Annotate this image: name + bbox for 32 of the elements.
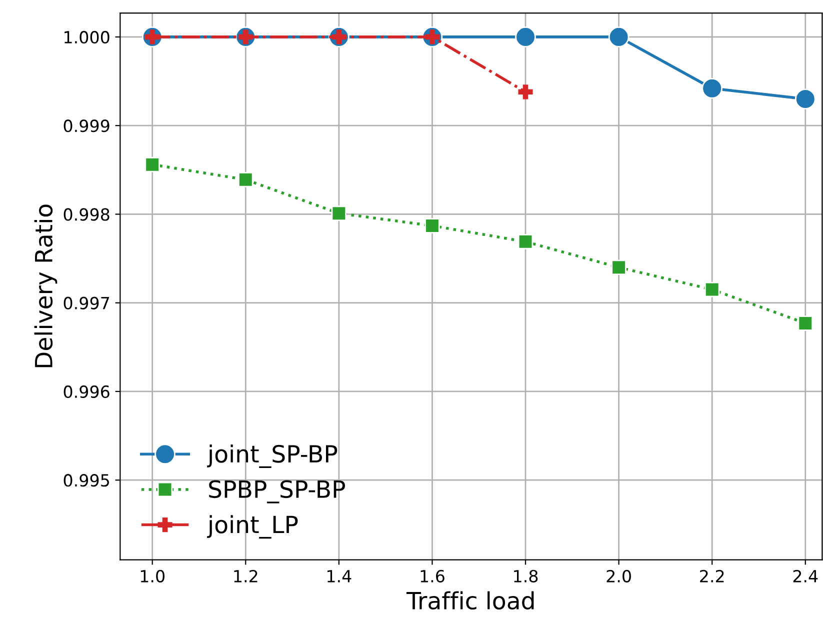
y-tick-label: 0.998 bbox=[64, 208, 110, 221]
x-tick-label: 2.2 bbox=[700, 570, 724, 582]
x-tick-label: 1.2 bbox=[234, 570, 258, 582]
x-axis-title: Traffic load bbox=[406, 591, 534, 610]
y-tick-label: 0.996 bbox=[64, 385, 110, 398]
y-axis-title: Delivery Ratio bbox=[34, 204, 58, 368]
point bbox=[611, 260, 626, 276]
point bbox=[704, 282, 720, 298]
point bbox=[702, 78, 723, 99]
y-tick-label: 1.000 bbox=[64, 30, 110, 44]
point bbox=[608, 26, 630, 48]
legend-label: SPBP_SP-BP bbox=[209, 480, 345, 504]
point bbox=[424, 218, 440, 234]
point bbox=[144, 156, 160, 172]
point bbox=[518, 84, 533, 100]
point bbox=[518, 234, 534, 250]
point bbox=[798, 316, 814, 331]
x-tick-label: 1.6 bbox=[420, 570, 444, 582]
legend-label: joint_SP-BP bbox=[207, 444, 338, 468]
legend-label: joint_LP bbox=[207, 515, 298, 539]
x-tick-label: 2.0 bbox=[606, 570, 631, 582]
y-tick-label: 0.999 bbox=[64, 120, 110, 132]
point bbox=[515, 26, 536, 48]
point bbox=[238, 172, 254, 188]
y-tick-label: 0.997 bbox=[64, 296, 110, 310]
point bbox=[331, 206, 347, 221]
x-tick-label: 1.0 bbox=[140, 570, 164, 582]
x-tick-label: 1.4 bbox=[328, 570, 352, 582]
x-tick-label: 2.4 bbox=[793, 570, 818, 582]
point bbox=[794, 88, 816, 110]
x-tick-label: 1.8 bbox=[514, 570, 538, 582]
y-tick-label: 0.995 bbox=[64, 474, 109, 487]
